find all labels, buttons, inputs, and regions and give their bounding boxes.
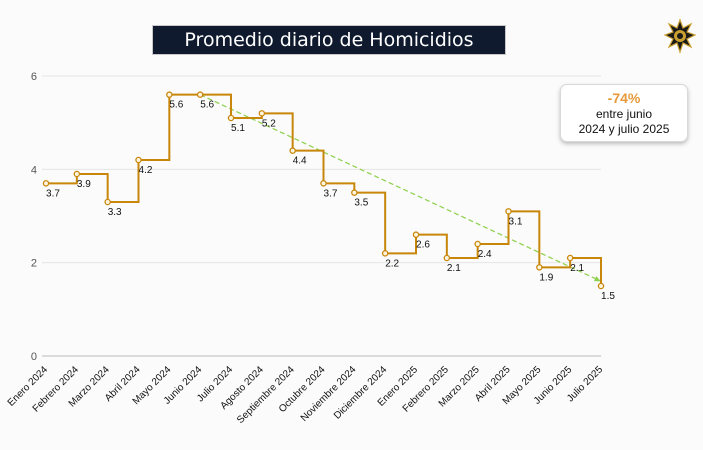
data-label: 2.1 <box>570 263 584 274</box>
data-point <box>443 254 451 262</box>
data-point <box>597 282 605 290</box>
data-label: 2.4 <box>478 249 492 260</box>
data-point <box>536 264 543 271</box>
data-label: 3.3 <box>108 207 122 218</box>
series-line <box>46 93 602 286</box>
data-point <box>166 91 173 98</box>
data-label: 3.1 <box>509 216 523 227</box>
data-label: 3.9 <box>77 179 91 190</box>
y-tick-label: 0 <box>31 351 37 363</box>
reduction-text-line1: entre junio <box>595 107 653 121</box>
data-label: 2.2 <box>385 258 399 269</box>
data-point <box>73 170 81 178</box>
reduction-text-line2: 2024 y julio 2025 <box>578 122 670 136</box>
data-point <box>289 147 296 154</box>
data-label: 4.4 <box>293 156 307 167</box>
reduction-percent: -74% <box>607 90 641 106</box>
star-badge-icon <box>664 18 696 54</box>
data-point <box>566 254 574 262</box>
data-point <box>104 198 111 206</box>
data-label: 1.5 <box>601 291 615 302</box>
data-label: 4.2 <box>139 165 153 176</box>
data-point <box>412 231 420 238</box>
data-label: 5.6 <box>200 100 214 111</box>
data-point <box>227 114 235 122</box>
data-point <box>42 180 50 187</box>
data-point <box>505 208 512 215</box>
data-label: 2.6 <box>416 240 430 251</box>
data-point <box>196 91 204 98</box>
y-tick-label: 2 <box>31 258 37 270</box>
data-label: 5.1 <box>231 123 245 134</box>
data-point <box>381 250 389 257</box>
data-point <box>258 110 266 117</box>
data-label: 1.9 <box>539 272 553 283</box>
data-point <box>474 240 481 248</box>
data-label: 3.7 <box>46 188 60 199</box>
data-label: 3.7 <box>324 188 338 199</box>
y-tick-label: 6 <box>31 71 37 83</box>
data-label: 3.5 <box>354 198 368 209</box>
reduction-callout: -74% entre junio 2024 y julio 2025 <box>560 84 688 142</box>
chart-title: Promedio diario de Homicidios <box>152 25 506 55</box>
data-label: 5.2 <box>262 118 276 129</box>
x-tick-label: Diciembre 2024 <box>332 364 390 422</box>
data-label: 5.6 <box>169 100 183 111</box>
data-point <box>351 189 358 196</box>
data-point <box>320 180 327 187</box>
trend-line <box>199 94 598 280</box>
data-label: 2.1 <box>447 263 461 274</box>
y-tick-label: 4 <box>31 164 37 176</box>
data-point <box>135 156 142 164</box>
trend-arrowhead <box>594 276 601 282</box>
x-tick-label: Noviembre 2024 <box>299 364 359 424</box>
